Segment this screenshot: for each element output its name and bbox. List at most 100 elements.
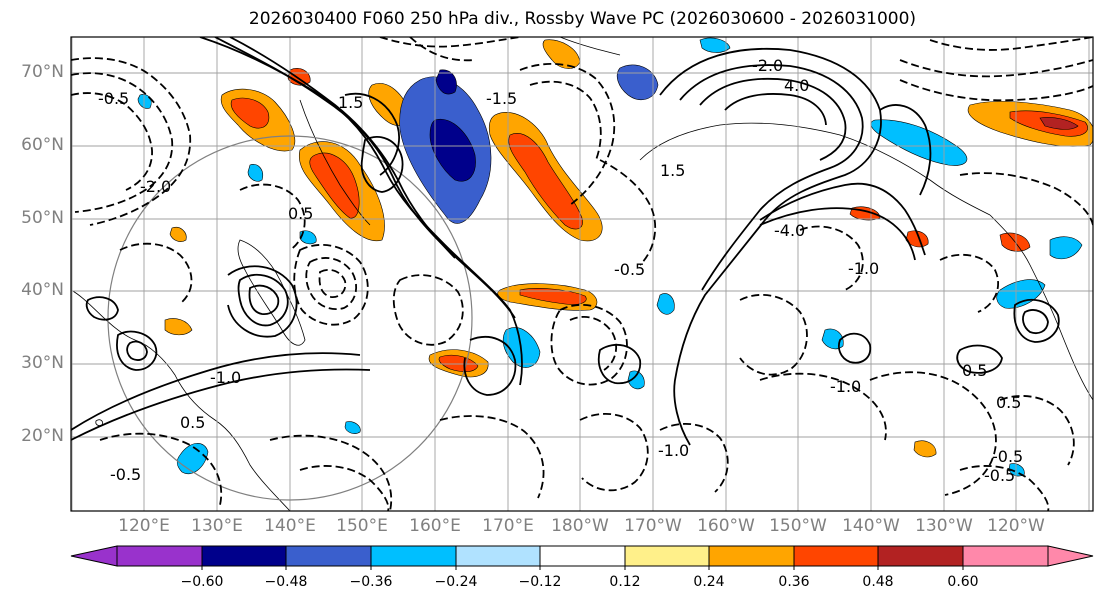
negative-contours: [71, 37, 1093, 511]
reference-circle: [107, 135, 473, 501]
colorbar-tick-label: 0.60: [947, 574, 979, 590]
lat-label: 70°N: [21, 62, 64, 82]
colorbar: [70, 545, 1094, 570]
contour-label: 0.5: [288, 204, 313, 223]
colorbar-segment: [624, 545, 710, 567]
alaska-coastline: [639, 122, 991, 216]
lon-label: 170°E: [482, 516, 534, 536]
contour-label: -0.5: [992, 447, 1023, 466]
colorbar-tick-label: −0.60: [180, 574, 224, 590]
colorbar-segment: [962, 545, 1049, 567]
colorbar-tick-label: 0.24: [693, 574, 725, 590]
positive-region: [230, 97, 270, 129]
contour-label: -1.0: [658, 441, 689, 460]
positive-contours: [71, 37, 1060, 446]
contour-label: -2.0: [752, 56, 783, 75]
colorbar-tick-label: −0.48: [264, 574, 308, 590]
lon-label: 130°E: [191, 516, 243, 536]
contour-label: 0.5: [962, 361, 987, 380]
contour-label: -4.0: [774, 221, 805, 240]
lon-label: 150°W: [769, 516, 827, 536]
colorbar-tick-label: 0.36: [778, 574, 810, 590]
positive-region: [438, 354, 479, 372]
contour-label: -1.5: [486, 89, 517, 108]
lon-label: 140°W: [842, 516, 900, 536]
lat-label: 20°N: [21, 426, 64, 446]
lon-label: 120°W: [987, 516, 1045, 536]
lon-label: 160°W: [697, 516, 755, 536]
negative-region: [616, 64, 659, 101]
contour-label: -0.5: [984, 466, 1015, 485]
coastlines: [71, 37, 1093, 511]
graticule: [71, 37, 1093, 511]
contour-label: 0.5: [180, 413, 205, 432]
positive-region: [164, 318, 193, 336]
lon-label: 180°W: [551, 516, 609, 536]
colorbar-segment: [285, 545, 372, 567]
positive-region: [913, 440, 937, 458]
negative-region: [137, 94, 152, 109]
positive-region: [508, 133, 583, 230]
contour-label: -0.5: [614, 260, 645, 279]
lon-label: 170°W: [624, 516, 682, 536]
north-america-coastline: [989, 214, 1093, 401]
colorbar-segment: [877, 545, 964, 567]
positive-region: [169, 227, 187, 242]
lat-label: 50°N: [21, 208, 64, 228]
negative-region: [299, 230, 317, 245]
colorbar-tick-label: 0.12: [609, 574, 641, 590]
colorbar-segment: [116, 545, 203, 567]
contour-label: -1.0: [210, 368, 241, 387]
contour-label: -1.0: [830, 377, 861, 396]
asia-coastline: [71, 289, 291, 511]
colorbar-extend-right: [1047, 545, 1094, 567]
colorbar-tick-label: 0.48: [862, 574, 894, 590]
negative-region: [247, 164, 263, 182]
positive-region: [542, 39, 581, 69]
lon-label: 150°E: [336, 516, 388, 536]
negative-region: [996, 279, 1046, 309]
positive-region: [1039, 117, 1079, 130]
contour-label: 1.5: [660, 161, 685, 180]
colorbar-segment: [455, 545, 541, 567]
negative-region: [344, 421, 361, 434]
negative-region: [627, 370, 645, 390]
kamchatka-coastline: [299, 99, 371, 226]
negative-region: [870, 119, 968, 166]
contour-label: -0.5: [110, 465, 141, 484]
colorbar-segment: [201, 545, 287, 567]
contour-label: -2.0: [140, 177, 171, 196]
contour-label: 0.5: [996, 393, 1021, 412]
lat-label: 60°N: [21, 135, 64, 155]
negative-region: [656, 293, 675, 315]
map-plot: -0.5 -2.0 -1.5 4.0 -2.0 1.5 -4.0 1.5 -1.…: [71, 37, 1093, 511]
colorbar-tick-label: −0.36: [349, 574, 393, 590]
colorbar-extend-left: [70, 545, 118, 567]
japan-coastline: [237, 239, 306, 346]
map-title: 2026030400 F060 250 hPa div., Rossby Wav…: [248, 9, 917, 29]
contour-label: -1.0: [848, 259, 879, 278]
contour-labels: -0.5 -2.0 -1.5 4.0 -2.0 1.5 -4.0 1.5 -1.…: [98, 56, 1023, 485]
colorbar-ticks: [201, 566, 964, 570]
negative-region: [1049, 236, 1083, 260]
colorbar-tick-label: −0.24: [434, 574, 478, 590]
lon-label: 140°E: [264, 516, 316, 536]
lon-label: 160°E: [409, 516, 461, 536]
colorbar-segment: [370, 545, 457, 567]
arctic-coastline: [559, 37, 621, 56]
map-frame: [70, 36, 1094, 512]
positive-region: [519, 288, 587, 305]
shaded-divergence-field: [137, 37, 1093, 477]
lon-label: 120°E: [118, 516, 170, 536]
colorbar-segment: [539, 545, 626, 567]
contour-label: 4.0: [784, 76, 809, 95]
colorbar-segment: [708, 545, 795, 567]
negative-region: [699, 37, 731, 53]
negative-region: [429, 118, 476, 182]
contour-label: -0.5: [98, 89, 129, 108]
contour-label: 1.5: [338, 93, 363, 112]
lat-label: 40°N: [21, 280, 64, 300]
positive-region: [309, 152, 360, 219]
colorbar-segment: [793, 545, 879, 567]
colorbar-tick-label: −0.12: [518, 574, 562, 590]
